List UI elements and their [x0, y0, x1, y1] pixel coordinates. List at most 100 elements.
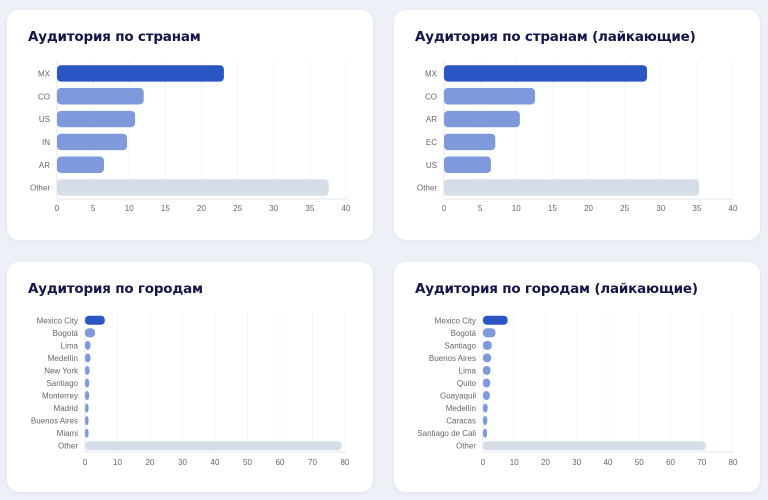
y-category-label: MX	[38, 69, 51, 78]
y-category-label: Miami	[57, 429, 79, 438]
bar-other	[483, 441, 706, 451]
x-tick-label: 20	[584, 204, 593, 213]
chart-cities: 0 10 20 30 40 50 60 70 80 Mexico City Bogotá Lima Me…	[31, 314, 350, 467]
y-category-label: Caracas	[446, 417, 476, 426]
bar-mexico-city	[483, 315, 508, 325]
y-category-label: Lima	[61, 341, 79, 350]
y-category-label: US	[39, 115, 50, 124]
y-category-label: CO	[425, 92, 437, 101]
bar-mx	[57, 65, 224, 82]
bar-santiago	[85, 378, 90, 388]
bar-guayaquil	[483, 391, 490, 401]
card-cities-likers: Аудитория по городам (лайкающие) 0 10 20 30…	[394, 262, 760, 492]
x-tick-label: 35	[305, 204, 314, 213]
x-tick-label: 5	[478, 204, 483, 213]
chart-title: Аудитория по городам (лайкающие)	[415, 281, 698, 297]
bar-buenos-aires	[483, 353, 492, 363]
x-tick-label: 40	[342, 204, 351, 213]
x-tick-label: 40	[729, 204, 738, 213]
x-tick-label: 10	[510, 458, 519, 467]
bar-quito	[483, 378, 491, 388]
x-tick-label: 50	[635, 458, 644, 467]
y-category-label: Santiago de Cali	[417, 429, 476, 438]
x-tick-label: 0	[83, 458, 88, 467]
bar-mexico-city	[85, 315, 105, 325]
y-category-label: Medellín	[446, 404, 476, 413]
x-tick-label: 30	[269, 204, 278, 213]
x-tick-label: 80	[729, 458, 738, 467]
bar-medellín	[85, 353, 91, 363]
chart-cities-likers: 0 10 20 30 40 50 60 70 80 Mexico City Bogotá Santia…	[417, 314, 738, 467]
y-category-label: Other	[58, 442, 78, 451]
bar-bogotá	[483, 328, 496, 338]
y-category-label: Other	[30, 184, 50, 193]
x-tick-label: 30	[656, 204, 665, 213]
y-category-label: AR	[426, 115, 437, 124]
y-category-label: Santiago	[444, 341, 476, 350]
card-cities: Аудитория по городам 0 10 20 30 40 50 60 70 80 Me…	[7, 262, 373, 492]
y-category-label: Lima	[459, 366, 477, 375]
x-tick-label: 5	[91, 204, 96, 213]
bar-in	[57, 133, 128, 151]
x-tick-label: 50	[243, 458, 252, 467]
bar-new-york	[85, 365, 90, 375]
x-tick-label: 10	[512, 204, 521, 213]
bar-ar	[444, 110, 520, 128]
x-tick-label: 20	[197, 204, 206, 213]
bar-bogotá	[85, 328, 96, 338]
x-tick-label: 0	[55, 204, 60, 213]
x-tick-label: 30	[572, 458, 581, 467]
bar-other	[85, 441, 342, 451]
x-tick-label: 0	[442, 204, 447, 213]
y-category-label: Monterrey	[42, 392, 78, 401]
chart-title: Аудитория по странам (лайкающие)	[415, 29, 696, 45]
y-category-label: MX	[425, 69, 438, 78]
bar-mx	[444, 65, 648, 82]
x-tick-label: 60	[666, 458, 675, 467]
x-tick-label: 70	[308, 458, 317, 467]
bar-other	[444, 179, 700, 196]
x-tick-label: 70	[697, 458, 706, 467]
y-category-label: AR	[39, 161, 50, 170]
bar-santiago-de-cali	[483, 428, 488, 438]
y-category-label: Other	[456, 442, 476, 451]
y-category-label: Mexico City	[435, 316, 476, 325]
y-category-label: EC	[426, 138, 437, 147]
y-category-label: IN	[42, 138, 50, 147]
y-category-label: CO	[38, 92, 50, 101]
bar-other	[57, 179, 329, 196]
bar-co	[57, 88, 144, 105]
y-category-label: Bogotá	[53, 329, 79, 338]
x-tick-label: 20	[146, 458, 155, 467]
bar-medellín	[483, 403, 488, 413]
x-tick-label: 10	[113, 458, 122, 467]
x-tick-label: 25	[233, 204, 242, 213]
y-category-label: Other	[417, 184, 437, 193]
bar-caracas	[483, 416, 488, 426]
bar-miami	[85, 428, 89, 438]
bar-buenos-aires	[85, 416, 89, 426]
chart-countries-likers: 0 5 10 15 20 25 30 35 40 MX CO AR EC US Other	[417, 62, 738, 213]
y-category-label: New York	[44, 366, 79, 375]
x-tick-label: 60	[276, 458, 285, 467]
chart-title: Аудитория по городам	[28, 281, 203, 297]
y-category-label: US	[426, 161, 437, 170]
card-countries: Аудитория по странам 0 5 10 15 20 25 30 35 40 MX C…	[7, 10, 373, 240]
x-tick-label: 35	[692, 204, 701, 213]
x-tick-label: 40	[211, 458, 220, 467]
bar-us	[57, 110, 136, 128]
x-tick-label: 40	[604, 458, 613, 467]
bar-madrid	[85, 403, 89, 413]
x-tick-label: 20	[541, 458, 550, 467]
bar-santiago	[483, 340, 492, 350]
y-category-label: Bogotá	[451, 329, 477, 338]
y-category-label: Madrid	[54, 404, 78, 413]
bar-us	[444, 156, 491, 173]
bar-co	[444, 88, 536, 105]
y-category-label: Guayaquil	[440, 392, 476, 401]
y-category-label: Santiago	[46, 379, 78, 388]
bar-lima	[85, 340, 91, 350]
y-category-label: Mexico City	[37, 316, 78, 325]
x-tick-label: 25	[620, 204, 629, 213]
card-countries-likers: Аудитория по странам (лайкающие) 0 5 10 15 2…	[394, 10, 760, 240]
